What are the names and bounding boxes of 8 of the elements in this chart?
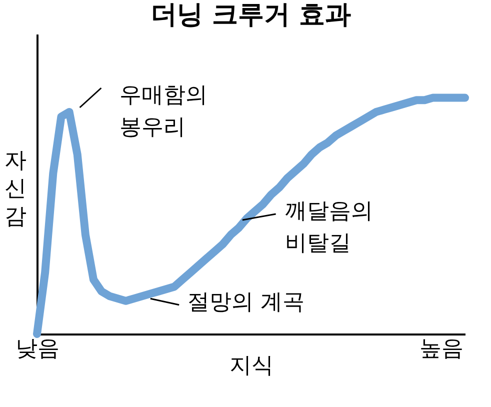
- x-axis-title: 지식: [230, 354, 274, 378]
- annotation: 우매함의 봉우리: [120, 83, 208, 140]
- annotation: 깨달음의 비탈길: [285, 199, 374, 256]
- x-tick-label: 높음: [419, 336, 464, 362]
- chart-title: 더닝 크루거 효과: [150, 0, 352, 30]
- x-tick-label: 낮음: [16, 336, 60, 362]
- y-axis-title: 자신감: [4, 148, 26, 230]
- annotation: 절망의 계곡: [188, 290, 305, 316]
